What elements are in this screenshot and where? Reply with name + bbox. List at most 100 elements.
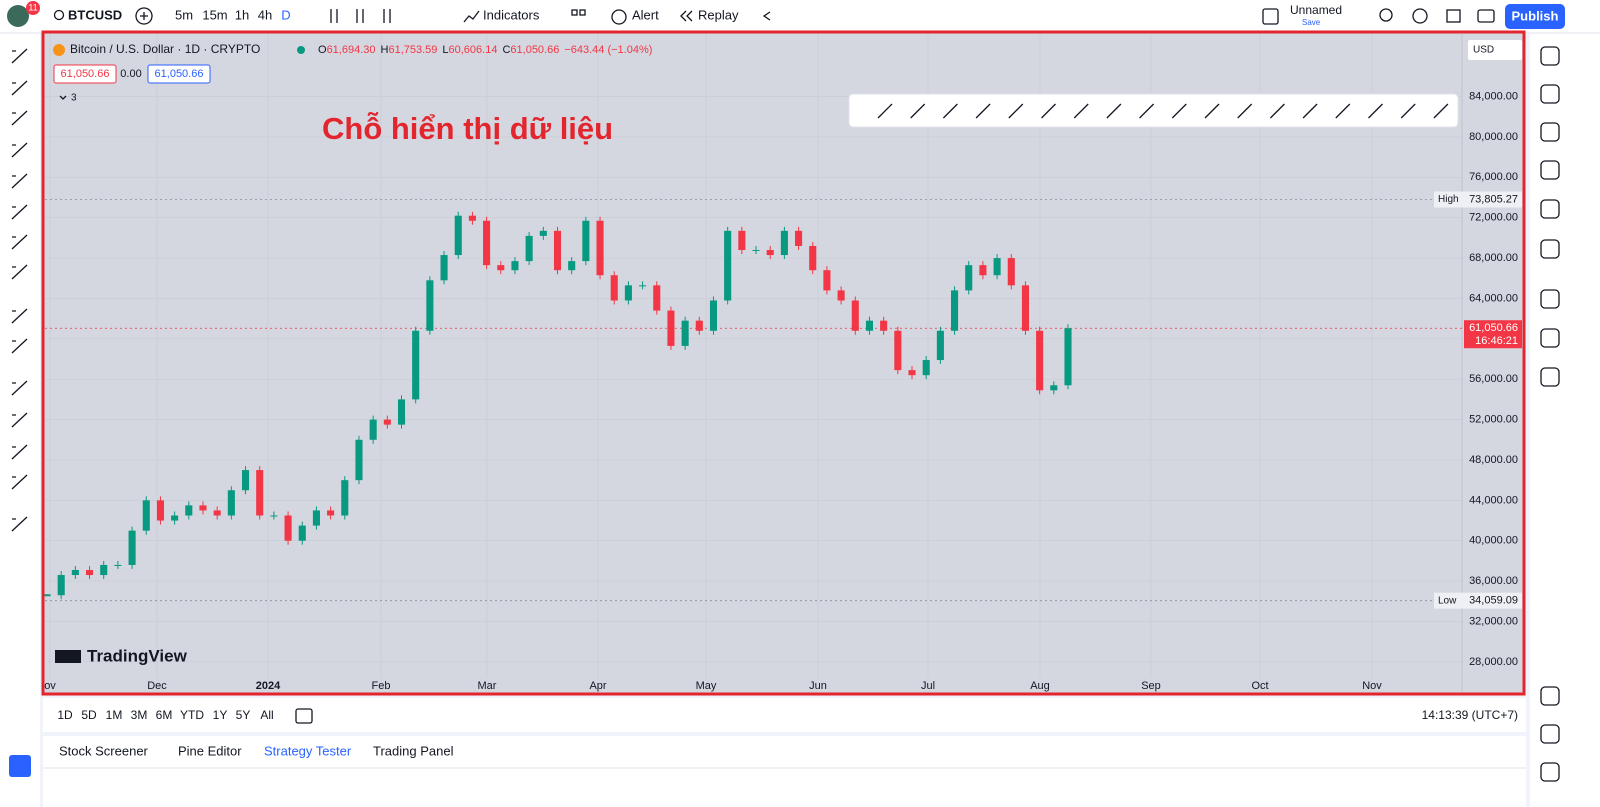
floating-tool[interactable] [1008, 103, 1024, 119]
currency[interactable]: USD [1473, 45, 1494, 56]
tool-icon[interactable] [11, 264, 28, 280]
tool-icon[interactable] [11, 444, 28, 460]
sidebar-icon[interactable] [1540, 46, 1560, 66]
alert-button[interactable]: Alert [632, 7, 659, 22]
panel-tab[interactable]: Pine Editor [178, 743, 242, 758]
indicator-count: 3 [71, 93, 77, 104]
candle-body [894, 330, 902, 371]
tool-icon[interactable] [11, 110, 28, 126]
interval-button[interactable]: D [281, 7, 290, 22]
replay-icon[interactable] [680, 10, 693, 22]
sidebar-icon[interactable] [1540, 762, 1560, 782]
floating-tool[interactable] [1368, 103, 1383, 119]
settings[interactable] [1412, 8, 1428, 24]
tool-icon[interactable] [11, 412, 28, 428]
floating-tool[interactable] [910, 103, 926, 119]
layout-icon[interactable] [1262, 8, 1279, 25]
sidebar-icon[interactable] [1540, 367, 1560, 387]
candle-body [483, 220, 491, 266]
range-button[interactable]: 1D [57, 708, 73, 722]
chart-type-icons[interactable] [330, 9, 391, 23]
floating-tool[interactable] [1204, 103, 1220, 119]
candle-body [1021, 285, 1030, 331]
sidebar-icon[interactable] [1540, 289, 1560, 309]
save-label[interactable]: Save [1302, 18, 1321, 27]
snapshot[interactable] [1477, 9, 1495, 23]
range-button[interactable]: 6M [156, 708, 173, 722]
fullscreen[interactable] [1446, 9, 1461, 23]
tool-icon[interactable] [11, 516, 28, 532]
candle-body [213, 510, 221, 516]
currency-box[interactable] [1468, 40, 1522, 60]
floating-tool[interactable] [1073, 103, 1089, 119]
add-symbol[interactable] [135, 7, 153, 25]
floating-tool[interactable] [1433, 103, 1449, 119]
templates-icon[interactable] [571, 9, 578, 16]
floating-tool[interactable] [1139, 103, 1155, 119]
range-button[interactable]: All [260, 708, 273, 722]
undo[interactable] [762, 11, 771, 21]
templates-icon[interactable] [579, 9, 586, 16]
sidebar-icon[interactable] [1540, 84, 1560, 104]
countdown: 16:46:21 [1475, 335, 1518, 347]
alert-icon[interactable] [611, 9, 627, 25]
range-button[interactable]: 3M [131, 708, 148, 722]
indicators-icon[interactable] [463, 10, 480, 23]
tool-icon[interactable] [11, 80, 28, 96]
sidebar-icon[interactable] [1540, 724, 1560, 744]
sidebar-icon[interactable] [1540, 686, 1560, 706]
floating-tool[interactable] [1400, 103, 1416, 119]
tool-icon[interactable] [11, 48, 28, 64]
publish-button[interactable] [1505, 4, 1565, 29]
sidebar-icon[interactable] [1540, 199, 1560, 219]
favorites[interactable] [9, 755, 31, 777]
floating-tool[interactable] [1106, 103, 1122, 119]
interval-button[interactable]: 5m [175, 7, 193, 22]
symbol[interactable]: BTCUSD [68, 7, 122, 22]
interval-button[interactable]: 4h [258, 7, 272, 22]
floating-tool[interactable] [1041, 103, 1056, 119]
floating-tool[interactable] [975, 103, 991, 119]
indicators-button[interactable]: Indicators [483, 7, 540, 22]
y-tick-label: 44,000.00 [1469, 494, 1518, 506]
sidebar-icon[interactable] [1540, 328, 1560, 348]
panel-tab[interactable]: Strategy Tester [264, 743, 352, 758]
floating-tool[interactable] [1302, 103, 1318, 119]
sidebar-icon[interactable] [1540, 160, 1560, 180]
quick-search[interactable] [1379, 8, 1393, 22]
panel-tab[interactable]: Stock Screener [59, 743, 149, 758]
tool-icon[interactable] [11, 308, 28, 324]
panel-tab[interactable]: Trading Panel [373, 743, 454, 758]
tool-icon[interactable] [11, 234, 28, 250]
range-button[interactable]: 1M [106, 708, 123, 722]
sidebar-icon[interactable] [1540, 122, 1560, 142]
range-button[interactable]: YTD [180, 708, 204, 722]
candle-body [795, 230, 803, 246]
floating-tool[interactable] [1269, 103, 1285, 119]
tool-icon[interactable] [11, 142, 28, 158]
collapse-arrow[interactable] [59, 95, 67, 100]
sidebar-icon[interactable] [1540, 239, 1560, 259]
replay-button[interactable]: Replay [698, 7, 739, 22]
search-icon[interactable] [53, 9, 65, 21]
floating-tool[interactable] [1171, 103, 1187, 119]
tool-icon[interactable] [11, 474, 28, 490]
layout-name[interactable]: Unnamed [1290, 3, 1342, 17]
floating-tool[interactable] [1335, 103, 1351, 119]
range-button[interactable]: 1Y [213, 708, 228, 722]
tool-icon[interactable] [11, 338, 28, 354]
floating-tool[interactable] [942, 103, 958, 119]
tool-icon[interactable] [11, 204, 28, 220]
range-button[interactable]: 5D [81, 708, 97, 722]
floating-tool[interactable] [1237, 103, 1253, 119]
interval-button[interactable]: 15m [202, 7, 227, 22]
date-range-icon[interactable] [295, 708, 313, 724]
tool-icon[interactable] [11, 380, 28, 396]
floating-tool[interactable] [877, 103, 893, 119]
tool-icon[interactable] [11, 173, 28, 189]
range-button[interactable]: 5Y [236, 708, 251, 722]
candle-body [85, 569, 94, 576]
publish-label[interactable]: Publish [1512, 8, 1559, 23]
interval-button[interactable]: 1h [235, 7, 249, 22]
avatar[interactable] [7, 5, 29, 27]
